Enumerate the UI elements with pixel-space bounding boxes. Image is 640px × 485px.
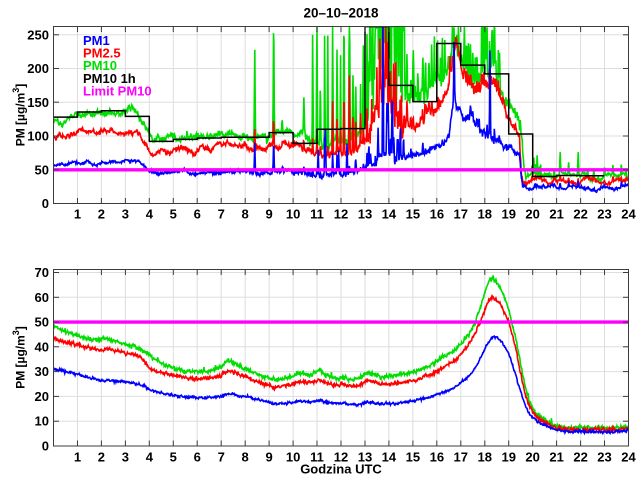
svg-text:PM [µg/m3]: PM [µg/m3] [11,84,28,147]
svg-text:14: 14 [382,450,397,465]
svg-text:22: 22 [573,207,587,222]
svg-text:PM10 1h: PM10 1h [83,71,136,86]
svg-text:8: 8 [242,207,249,222]
svg-text:9: 9 [266,450,273,465]
svg-text:100: 100 [27,129,49,144]
svg-text:40: 40 [35,339,49,354]
svg-text:9: 9 [266,207,273,222]
svg-text:4: 4 [146,207,154,222]
svg-text:50: 50 [35,162,49,177]
svg-text:20: 20 [525,207,539,222]
svg-text:2: 2 [98,207,105,222]
svg-text:22: 22 [573,450,587,465]
svg-text:24: 24 [621,207,636,222]
svg-text:12: 12 [334,450,348,465]
svg-text:6: 6 [194,207,201,222]
svg-text:11: 11 [310,450,324,465]
svg-text:10: 10 [286,450,300,465]
svg-text:PM10: PM10 [83,58,117,73]
svg-text:18: 18 [478,207,492,222]
svg-text:5: 5 [170,207,177,222]
svg-text:0: 0 [42,439,49,454]
svg-text:24: 24 [621,450,636,465]
svg-text:7: 7 [218,450,225,465]
svg-text:250: 250 [27,27,49,42]
svg-text:200: 200 [27,61,49,76]
svg-text:13: 13 [358,450,372,465]
svg-text:20: 20 [525,450,539,465]
svg-text:19: 19 [501,207,515,222]
svg-text:21: 21 [549,207,563,222]
svg-text:18: 18 [478,450,492,465]
svg-text:3: 3 [122,450,129,465]
svg-text:12: 12 [334,207,348,222]
svg-text:17: 17 [454,450,468,465]
svg-text:PM [µg/m3]: PM [µg/m3] [11,326,28,389]
svg-text:1: 1 [74,207,81,222]
svg-text:0: 0 [42,196,49,211]
svg-text:16: 16 [430,450,444,465]
svg-text:1: 1 [74,450,81,465]
svg-text:30: 30 [35,364,49,379]
svg-text:PM2.5: PM2.5 [83,46,121,61]
svg-text:15: 15 [406,207,420,222]
svg-text:20–10–2018: 20–10–2018 [303,6,379,21]
svg-text:3: 3 [122,207,129,222]
svg-text:8: 8 [242,450,249,465]
svg-text:16: 16 [430,207,444,222]
svg-text:Godzina UTC: Godzina UTC [300,462,382,477]
svg-text:10: 10 [286,207,300,222]
svg-text:7: 7 [218,207,225,222]
svg-text:6: 6 [194,450,201,465]
svg-text:20: 20 [35,389,49,404]
svg-text:10: 10 [35,414,49,429]
svg-text:50: 50 [35,315,49,330]
svg-text:23: 23 [597,450,611,465]
svg-text:5: 5 [170,450,177,465]
svg-text:17: 17 [454,207,468,222]
svg-text:PM1: PM1 [83,33,110,48]
svg-text:15: 15 [406,450,420,465]
svg-text:60: 60 [35,290,49,305]
svg-text:13: 13 [358,207,372,222]
svg-text:70: 70 [35,265,49,280]
svg-text:2: 2 [98,450,105,465]
svg-text:150: 150 [27,95,49,110]
svg-text:23: 23 [597,207,611,222]
svg-text:21: 21 [549,450,563,465]
svg-text:19: 19 [501,450,515,465]
svg-text:Limit PM10: Limit PM10 [83,83,152,98]
svg-text:11: 11 [310,207,324,222]
svg-text:14: 14 [382,207,397,222]
svg-text:4: 4 [146,450,154,465]
